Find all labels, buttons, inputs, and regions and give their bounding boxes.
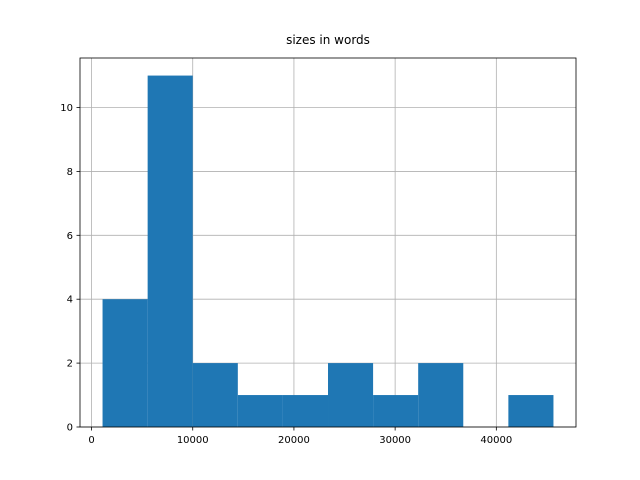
bar	[418, 363, 464, 427]
bar	[237, 395, 283, 427]
y-tick-label: 2	[67, 359, 73, 370]
y-tick-label: 4	[67, 295, 73, 306]
x-tick-label: 0	[88, 435, 94, 446]
plot-frame	[79, 57, 577, 428]
bar	[102, 299, 148, 427]
bar	[192, 363, 238, 427]
chart-title: sizes in words	[286, 33, 370, 47]
bar	[328, 363, 374, 427]
bar	[147, 75, 193, 428]
x-tick-label: 10000	[177, 435, 209, 446]
y-tick-label: 6	[67, 231, 73, 242]
x-tick-label: 30000	[379, 435, 411, 446]
bar	[508, 395, 554, 427]
x-tick-label: 20000	[278, 435, 310, 446]
bar	[373, 395, 419, 427]
y-tick-label: 8	[67, 167, 73, 178]
x-tick-label: 40000	[480, 435, 512, 446]
bar	[282, 395, 329, 427]
y-tick-label: 10	[60, 103, 73, 114]
y-tick-label: 0	[67, 423, 73, 434]
